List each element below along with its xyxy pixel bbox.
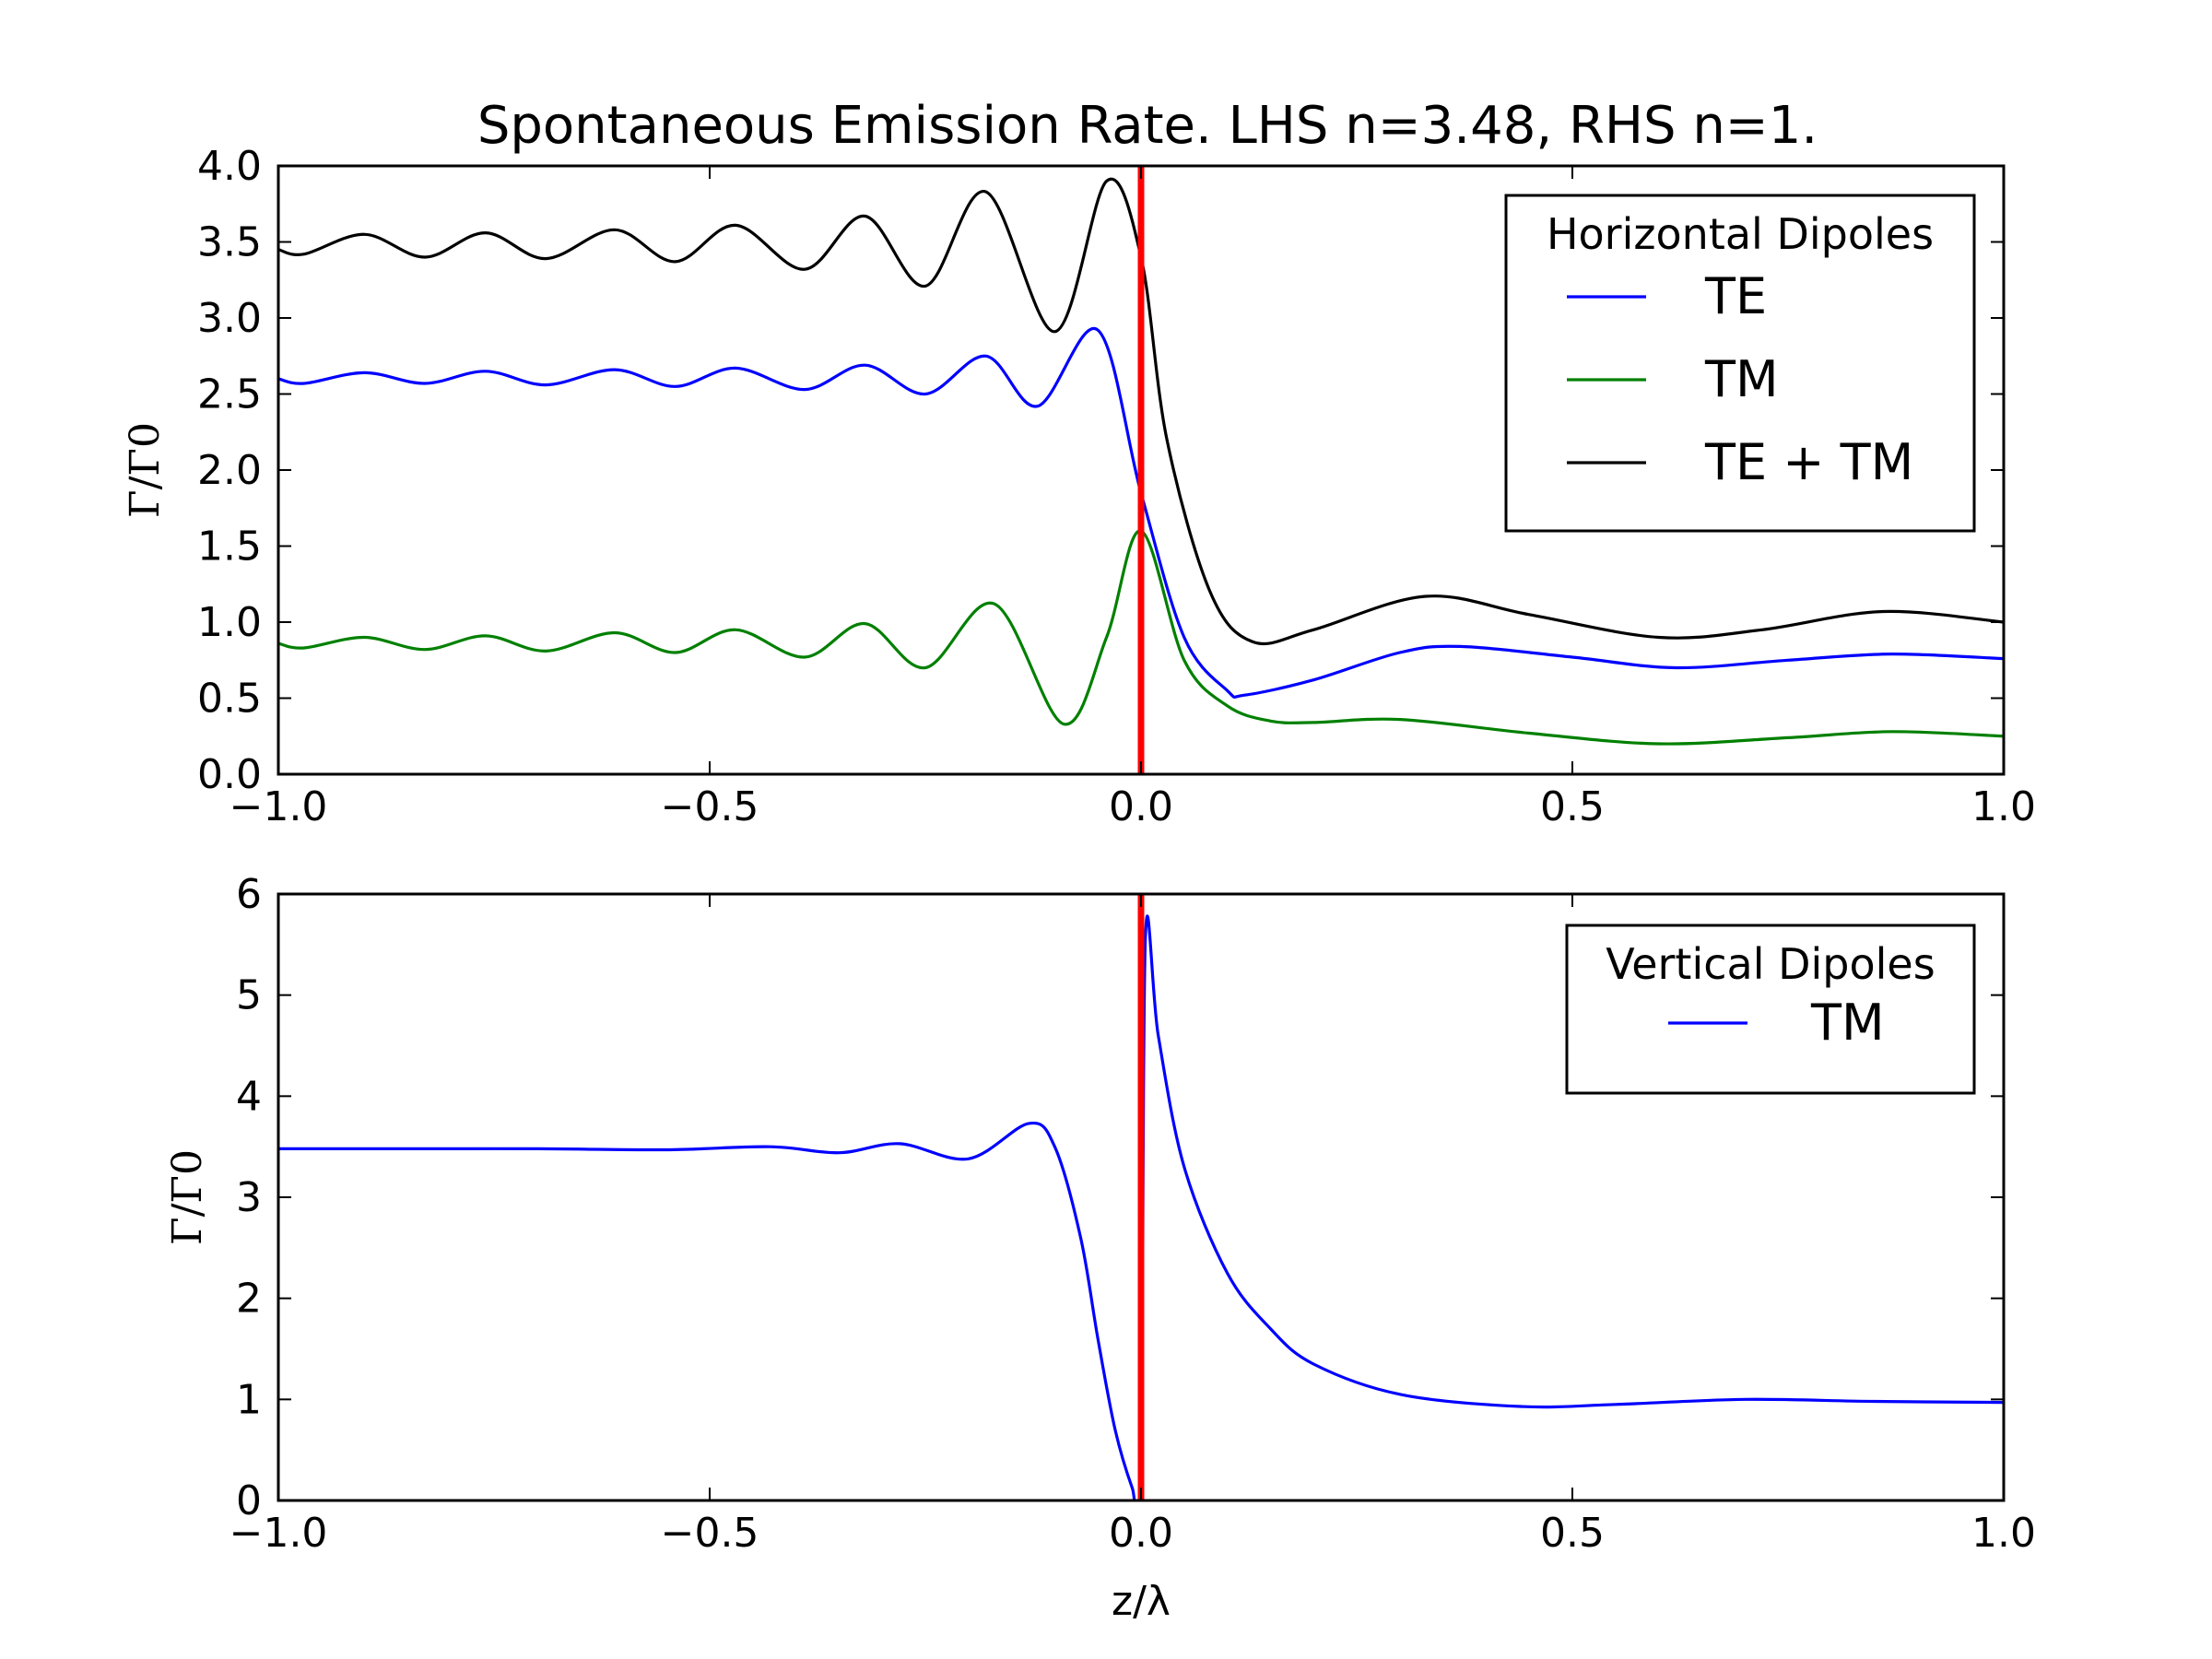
y-tick-label: 2.0 [197, 447, 262, 494]
x-tick-label: 0.0 [1109, 783, 1173, 830]
y-tick-label: 4 [236, 1073, 262, 1120]
axes-frame [276, 892, 2006, 1502]
plot-area [278, 894, 2004, 1500]
chart-horizontal-dipoles: −1.0 −0.5 0.0 0.5 1.0 0.0 0.5 1.0 1.5 2.0 2.5 3.0 3… [122, 143, 2036, 830]
y-axis-label: Γ/Γ0 [164, 1149, 211, 1245]
legend-title: Vertical Dipoles [1606, 939, 1935, 989]
y-tick-label: 5 [236, 972, 262, 1019]
x-tick-label: −1.0 [229, 1510, 328, 1557]
legend-label: TM [1704, 350, 1779, 408]
series-line-tm [278, 529, 2004, 746]
legend-label: TM [1810, 994, 1885, 1052]
legend: Vertical Dipoles TM [1565, 924, 1976, 1095]
x-tick-label: 0.5 [1540, 1510, 1605, 1557]
legend-frame [1504, 194, 1976, 533]
y-ticks: 0 1 2 3 4 5 6 [236, 871, 2004, 1524]
legend-label: TE [1704, 267, 1767, 325]
y-tick-label: 1.0 [197, 599, 262, 646]
y-ticks: 0.0 0.5 1.0 1.5 2.0 2.5 3.0 3.5 4.0 [197, 143, 2004, 798]
x-tick-label: −0.5 [661, 783, 759, 830]
x-tick-label: 1.0 [1971, 783, 2036, 830]
series-line-te-tm [278, 177, 2004, 646]
y-tick-label: 1 [236, 1376, 262, 1423]
y-tick-label: 3.5 [197, 219, 262, 266]
figure-title: Spontaneous Emission Rate. LHS n=3.48, R… [477, 96, 1818, 156]
y-tick-label: 3 [236, 1174, 262, 1221]
y-tick-label: 0.0 [197, 751, 262, 798]
series-line-te [278, 326, 2004, 699]
plot-area [278, 166, 2004, 774]
y-tick-label: 2.5 [197, 371, 262, 418]
y-tick-label: 6 [236, 871, 262, 918]
y-tick-label: 3.0 [197, 295, 262, 342]
x-tick-label: −0.5 [661, 1510, 759, 1557]
legend: Horizontal Dipoles TE TM TE + TM [1504, 194, 1976, 533]
x-tick-label: −1.0 [229, 783, 328, 830]
x-axis-label: z/λ [1112, 1578, 1171, 1625]
x-tick-label: 0.5 [1540, 783, 1605, 830]
y-tick-label: 1.5 [197, 524, 262, 571]
legend-title: Horizontal Dipoles [1547, 209, 1934, 259]
x-ticks: −1.0 −0.5 0.0 0.5 1.0 [229, 894, 2036, 1557]
x-tick-label: 1.0 [1971, 1510, 2036, 1557]
y-tick-label: 0 [236, 1477, 262, 1524]
series-line-tm [278, 914, 2004, 1500]
y-tick-label: 2 [236, 1276, 262, 1323]
axes-frame [276, 164, 2006, 776]
y-axis-label: Γ/Γ0 [122, 422, 169, 518]
x-ticks: −1.0 −0.5 0.0 0.5 1.0 [229, 166, 2036, 830]
y-tick-label: 4.0 [197, 143, 262, 190]
chart-vertical-dipoles: −1.0 −0.5 0.0 0.5 1.0 0 1 2 3 4 5 6 Γ/Γ0 z/λ Verti… [164, 871, 2036, 1625]
y-tick-label: 0.5 [197, 676, 262, 723]
x-tick-label: 0.0 [1109, 1510, 1173, 1557]
legend-label: TE + TM [1704, 433, 1913, 491]
legend-frame [1565, 924, 1976, 1095]
